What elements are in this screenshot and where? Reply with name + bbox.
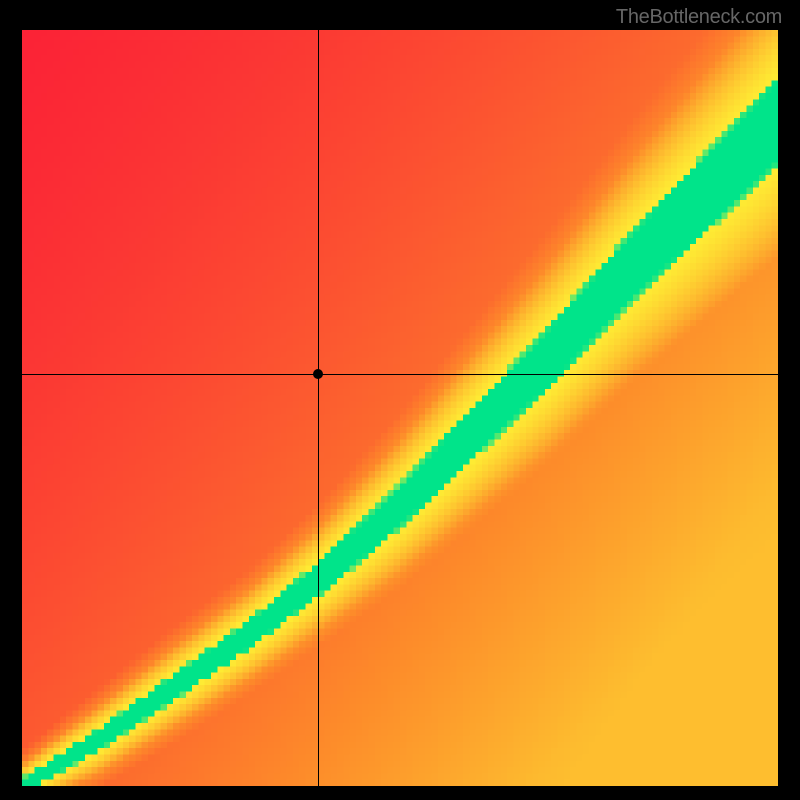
marker-dot: [313, 369, 323, 379]
crosshair-vertical: [318, 30, 319, 786]
plot-area: [22, 30, 778, 786]
crosshair-horizontal: [22, 374, 778, 375]
chart-container: TheBottleneck.com: [0, 0, 800, 800]
watermark-text: TheBottleneck.com: [616, 6, 782, 29]
heatmap-canvas: [22, 30, 778, 786]
